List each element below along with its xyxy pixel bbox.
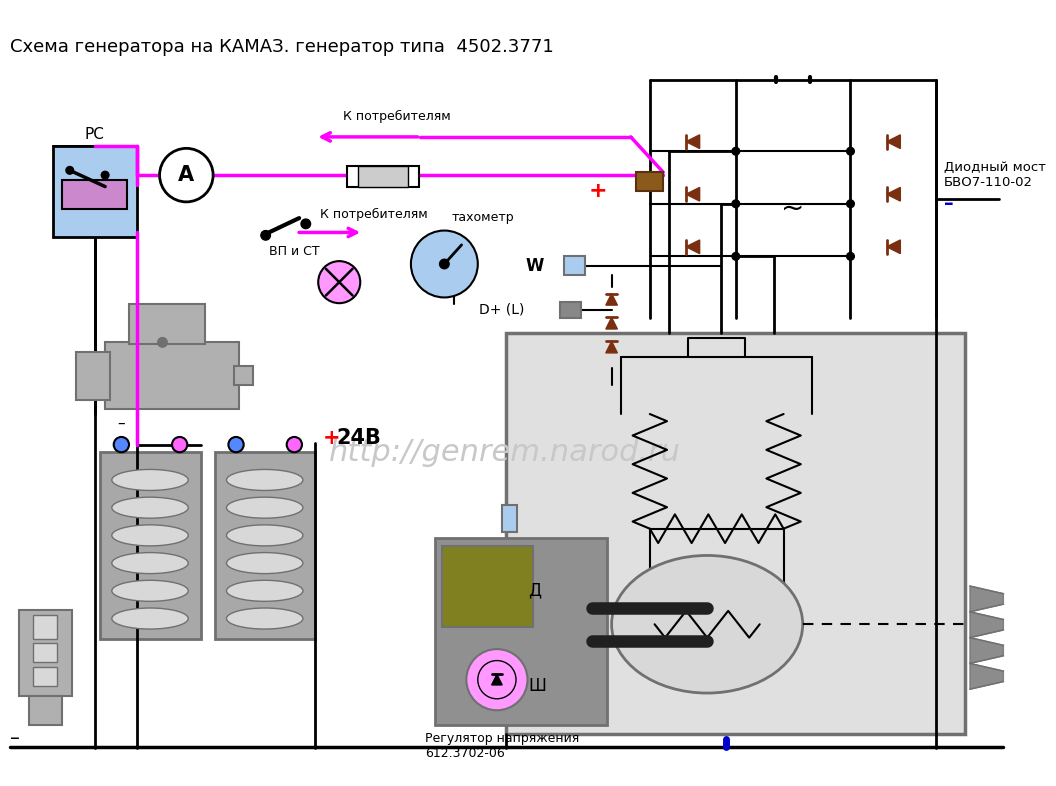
Circle shape [439, 259, 449, 269]
Polygon shape [686, 187, 700, 201]
Polygon shape [686, 240, 700, 254]
Bar [637, 172, 663, 191]
Ellipse shape [226, 553, 303, 574]
Bar [34, 667, 57, 686]
Circle shape [847, 148, 854, 155]
Bar [560, 302, 581, 318]
Text: 24В: 24В [337, 428, 381, 448]
Text: РС: РС [84, 127, 105, 141]
Text: Ш: Ш [528, 678, 546, 696]
Text: http://genrem.narod.ru: http://genrem.narod.ru [328, 438, 680, 467]
Circle shape [732, 200, 739, 208]
Polygon shape [606, 293, 618, 305]
Polygon shape [606, 318, 618, 329]
Text: тахометр: тахометр [452, 211, 514, 224]
Circle shape [732, 252, 739, 260]
Polygon shape [970, 612, 1003, 637]
Ellipse shape [226, 469, 303, 490]
Bar [100, 452, 201, 638]
Text: W: W [526, 257, 544, 275]
Circle shape [114, 437, 129, 452]
Polygon shape [970, 586, 1003, 612]
Text: Диодный мост
БВО7-110-02: Диодный мост БВО7-110-02 [944, 161, 1046, 189]
Text: D+ (L): D+ (L) [478, 303, 524, 317]
Text: A: A [178, 165, 194, 185]
Bar [34, 615, 57, 638]
Bar [346, 166, 418, 186]
Text: ~: ~ [781, 195, 805, 222]
Ellipse shape [112, 608, 188, 629]
Ellipse shape [611, 556, 803, 693]
Bar [435, 538, 607, 725]
Circle shape [172, 437, 187, 452]
Circle shape [318, 261, 360, 303]
Text: К потребителям: К потребителям [320, 208, 428, 221]
Polygon shape [686, 135, 700, 149]
Ellipse shape [226, 608, 303, 629]
Text: ВП и СТ: ВП и СТ [269, 245, 320, 258]
Polygon shape [887, 187, 901, 201]
Circle shape [65, 167, 74, 174]
Bar [129, 304, 206, 344]
Polygon shape [970, 663, 1003, 689]
Bar [442, 546, 533, 627]
Ellipse shape [112, 469, 188, 490]
Polygon shape [887, 240, 901, 254]
Text: К потребителям: К потребителям [343, 109, 451, 123]
Text: +: + [589, 182, 607, 201]
Circle shape [301, 219, 310, 229]
Bar [358, 166, 408, 186]
Polygon shape [492, 674, 503, 685]
Bar [62, 180, 127, 208]
Text: –: – [10, 729, 19, 748]
Circle shape [157, 337, 167, 347]
Circle shape [732, 148, 739, 155]
Text: Регулятор напряжения
612.3702-06: Регулятор напряжения 612.3702-06 [426, 733, 580, 760]
Ellipse shape [112, 580, 188, 601]
Ellipse shape [112, 498, 188, 518]
Polygon shape [970, 637, 1003, 663]
Bar [34, 644, 57, 663]
Text: –: – [117, 417, 126, 432]
Circle shape [261, 230, 270, 240]
Ellipse shape [112, 525, 188, 546]
Bar [29, 696, 62, 725]
Ellipse shape [226, 498, 303, 518]
Ellipse shape [226, 525, 303, 546]
Circle shape [467, 649, 528, 711]
Ellipse shape [226, 580, 303, 601]
Text: Схема генератора на КАМАЗ. генератор типа  4502.3771: Схема генератора на КАМАЗ. генератор тип… [10, 39, 553, 57]
Circle shape [847, 252, 854, 260]
Bar [76, 352, 110, 400]
Bar [502, 505, 517, 531]
Bar [507, 332, 965, 734]
Bar [564, 256, 585, 275]
Bar [106, 343, 239, 410]
Circle shape [847, 200, 854, 208]
Polygon shape [606, 341, 618, 353]
Circle shape [411, 230, 477, 297]
Circle shape [101, 171, 109, 179]
Bar [234, 366, 253, 385]
Text: Д: Д [528, 582, 542, 600]
Bar [53, 146, 136, 237]
Polygon shape [887, 135, 901, 149]
Bar [19, 610, 72, 696]
Circle shape [286, 437, 302, 452]
Bar [215, 452, 316, 638]
Circle shape [159, 149, 213, 202]
Circle shape [228, 437, 244, 452]
Ellipse shape [112, 553, 188, 574]
Text: –: – [944, 194, 954, 213]
Text: +: + [323, 428, 341, 448]
